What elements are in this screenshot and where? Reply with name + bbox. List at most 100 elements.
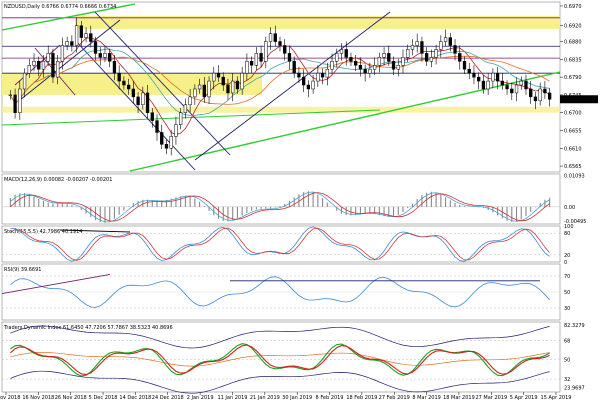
candle-body-39	[193, 88, 197, 98]
x-tick-label-7: 11 Jan 2019	[217, 395, 247, 400]
candle-body-24	[122, 80, 126, 86]
stoch-y-tick-3: 0	[564, 260, 567, 266]
candle-body-70	[339, 49, 344, 54]
candle-body-47	[231, 80, 235, 94]
candle-body-0	[8, 94, 13, 96]
x-tick-label-8: 21 Jan 2019	[250, 395, 280, 400]
x-tick-label-10: 8 Feb 2019	[316, 395, 344, 400]
y-tick-label-0: 0.6970	[564, 4, 582, 10]
y-tick-label-3: 0.6835	[564, 57, 582, 63]
stoch-title: Stoch(15,5,5) 42.7986 40.1914	[4, 229, 82, 235]
candle-body-74	[358, 65, 363, 70]
candle-body-97	[467, 68, 471, 74]
candle-body-21	[108, 53, 112, 62]
candle-body-1	[13, 94, 17, 113]
x-tick-label-5: 24 Dec 2018	[152, 395, 184, 400]
macd-y-tick-1: 0.00	[564, 205, 575, 211]
tdi-title: Traders Dynamic Index 61.6450 47.7206 57…	[3, 325, 173, 331]
candle-body-64	[311, 80, 315, 90]
stoch-y-tick-1: 80	[564, 231, 570, 237]
candle-body-58	[283, 45, 287, 54]
candle-body-105	[505, 84, 509, 90]
candle-body-43	[212, 72, 216, 82]
candle-body-27	[136, 96, 140, 106]
candle-body-109	[524, 80, 528, 90]
candle-body-96	[462, 61, 467, 70]
stoch-d	[10, 227, 550, 261]
candle-body-98	[472, 72, 476, 78]
pane-frame-2	[1, 225, 561, 263]
candle-body-92	[443, 37, 448, 42]
x-tick-label-2: 26 Nov 2018	[55, 395, 87, 400]
candle-body-29	[145, 92, 150, 113]
trendline-navy-2	[74, 39, 196, 171]
x-tick-label-9: 30 Jan 2019	[282, 395, 312, 400]
y-tick-label-7: 0.6655	[564, 128, 582, 134]
candle-body-99	[477, 76, 481, 82]
candle-body-37	[183, 104, 188, 113]
y-tick-label-9: 0.6565	[564, 164, 582, 170]
candle-body-48	[235, 80, 240, 90]
trendline-purple-1	[34, 47, 76, 96]
tdi-mid-line	[10, 351, 550, 367]
candle-body-72	[349, 57, 353, 62]
candle-body-65	[316, 72, 320, 82]
candle-body-25	[126, 84, 131, 90]
macd-y-tick-0: 0.01093	[564, 174, 585, 180]
x-tick-label-17: 15 Apr 2019	[541, 395, 572, 400]
candle-body-87	[420, 41, 424, 54]
candle-body-55	[268, 33, 273, 42]
candle-body-61	[297, 72, 301, 78]
candle-body-6	[37, 61, 41, 70]
candle-body-40	[197, 84, 202, 90]
candle-body-63	[306, 84, 311, 90]
current-price-label: 0.6734	[564, 97, 582, 103]
x-tick-label-1: 16 Nov 2018	[22, 395, 54, 400]
candle-body-103	[495, 72, 500, 82]
candle-body-32	[160, 132, 164, 145]
macd-signal	[10, 192, 550, 222]
candle-body-45	[221, 76, 225, 86]
rsi-trendline	[1, 273, 111, 295]
candle-body-79	[382, 53, 386, 58]
candle-body-100	[481, 80, 486, 90]
candle-body-108	[519, 80, 523, 86]
x-tick-label-11: 18 Feb 2019	[346, 395, 377, 400]
candle-body-8	[46, 53, 50, 62]
zone-top	[75, 15, 560, 29]
candle-body-57	[278, 41, 282, 46]
zone-mid	[2, 73, 262, 95]
rsi-y-tick-1: 50	[564, 290, 570, 296]
candle-body-33	[164, 144, 169, 149]
tdi-upper-band	[10, 325, 550, 349]
candle-body-46	[226, 84, 230, 94]
y-tick-label-8: 0.6610	[564, 146, 582, 152]
candle-body-51	[249, 61, 254, 66]
y-tick-label-1: 0.6920	[564, 24, 582, 30]
rsi-y-tick-0: 70	[564, 274, 570, 280]
candle-body-101	[486, 80, 490, 90]
candle-body-104	[500, 80, 504, 86]
candle-body-3	[22, 72, 27, 90]
candle-body-113	[543, 88, 547, 94]
y-tick-label-6: 0.6700	[564, 111, 582, 117]
candle-body-78	[377, 57, 381, 66]
current-price-box	[560, 95, 598, 104]
tdi-y-tick-2: 50	[564, 358, 570, 364]
candle-body-80	[387, 53, 391, 62]
macd-line	[10, 191, 550, 223]
candle-body-68	[330, 61, 334, 70]
candle-body-10	[56, 61, 60, 78]
candle-body-23	[117, 72, 121, 82]
candle-body-54	[264, 41, 268, 62]
candle-body-5	[32, 61, 36, 66]
candle-body-53	[259, 53, 263, 62]
candle-body-13	[70, 41, 74, 46]
candle-body-88	[424, 53, 429, 62]
stoch-trendline	[59, 229, 131, 233]
candles-group	[8, 17, 552, 156]
candle-body-12	[65, 41, 69, 46]
stoch-y-tick-2: 20	[564, 253, 570, 259]
tdi-y-tick-3: 32	[564, 377, 570, 383]
